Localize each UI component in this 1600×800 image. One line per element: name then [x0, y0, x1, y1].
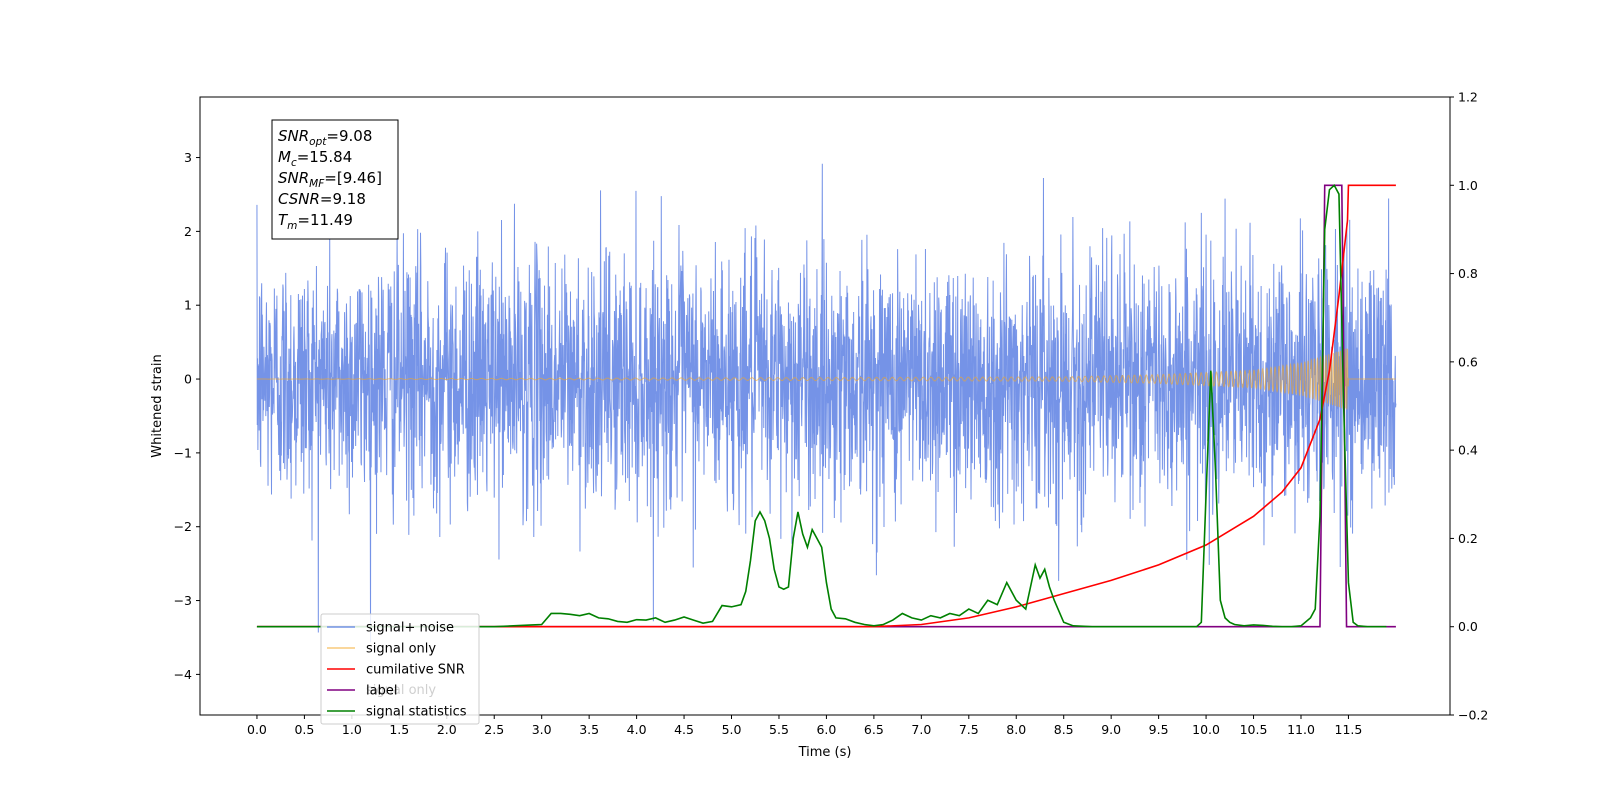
x-tick-label: 10.5	[1240, 722, 1268, 737]
legend-ghost-text: signal only	[366, 683, 436, 698]
x-axis-ticks: 0.0 0.5 1.0 1.5 2.0 2.5 3.0 3.5 4.0 4.5 5.0 5.5 6.0 6…	[247, 715, 1362, 737]
x-axis-label: Time (s)	[798, 745, 852, 760]
info-box-frame	[271, 119, 399, 240]
x-tick-label: 9.5	[1149, 722, 1169, 737]
x-tick-label: 2.0	[437, 722, 457, 737]
series-signal-statistics	[256, 183, 1387, 628]
series-cumulative-snr	[256, 184, 1396, 628]
x-tick-label: 5.5	[769, 722, 789, 737]
x-tick-label: 4.0	[627, 722, 647, 737]
info-box-lines: SNRopt=9.08Mc=15.84SNRMF=[9.46]CSNR=9.18…	[278, 127, 382, 232]
x-tick-label: 7.0	[911, 722, 931, 737]
x-tick-label: 2.5	[484, 722, 504, 737]
x-tick-label: 6.0	[816, 722, 836, 737]
y-axis-right-ticks: −0.2 0.0 0.2 0.4 0.6 0.8 1.0 1.2	[1450, 90, 1488, 723]
x-tick-label: 1.0	[342, 722, 362, 737]
y-right-tick-label: 0.6	[1458, 354, 1478, 369]
y-right-tick-label: 1.0	[1458, 178, 1478, 193]
y-left-tick-label: −2	[174, 519, 192, 534]
y-right-tick-label: 0.0	[1458, 619, 1478, 634]
legend-entry: cumilative SNR	[366, 663, 465, 678]
y-left-tick-label: −1	[174, 445, 192, 460]
info-line: Tm=11.49	[278, 211, 353, 232]
legend-entry: label	[366, 684, 397, 699]
x-tick-label: 6.5	[864, 722, 884, 737]
legend-entry: signal statistics	[366, 705, 467, 720]
x-tick-label: 3.0	[532, 722, 552, 737]
y-right-tick-label: −0.2	[1458, 708, 1488, 723]
series-signal-noise	[256, 163, 1397, 643]
y-right-tick-label: 0.2	[1458, 531, 1478, 546]
info-box: SNRopt=9.08Mc=15.84SNRMF=[9.46]CSNR=9.18…	[271, 119, 399, 240]
x-tick-label: 10.0	[1192, 722, 1220, 737]
info-line: CSNR=9.18	[278, 190, 366, 208]
info-line: Mc=15.84	[278, 148, 352, 169]
x-tick-label: 5.0	[722, 722, 742, 737]
y-axis-left-ticks: −4 −3 −2 −1 0 1 2 3	[174, 150, 200, 682]
x-tick-label: 0.0	[247, 722, 267, 737]
legend-frame	[320, 613, 480, 725]
x-tick-label: 9.0	[1101, 722, 1121, 737]
y-right-tick-label: 1.2	[1458, 90, 1478, 105]
info-line: SNRopt=9.08	[278, 127, 372, 148]
series-signal-only	[256, 348, 1396, 410]
x-tick-label: 8.0	[1006, 722, 1026, 737]
legend-items: signal+ noise signal only cumilative SNR la…	[327, 621, 467, 720]
x-tick-label: 1.5	[389, 722, 409, 737]
legend-entry: signal only	[366, 642, 436, 657]
y-left-tick-label: −4	[174, 667, 192, 682]
x-tick-label: 3.5	[579, 722, 599, 737]
x-tick-label: 11.5	[1335, 722, 1363, 737]
legend: signal only signal+ noise signal only cumi…	[320, 613, 480, 725]
x-tick-label: 11.0	[1287, 722, 1315, 737]
y-right-tick-label: 0.8	[1458, 266, 1478, 281]
y-left-tick-label: 0	[184, 372, 192, 387]
x-tick-label: 8.5	[1054, 722, 1074, 737]
plot-frame	[199, 96, 1451, 716]
y-left-tick-label: 2	[184, 224, 192, 239]
y-left-tick-label: −3	[174, 593, 192, 608]
y-right-tick-label: 0.4	[1458, 443, 1478, 458]
x-tick-label: 4.5	[674, 722, 694, 737]
y-left-tick-label: 3	[184, 150, 192, 165]
x-tick-label: 0.5	[294, 722, 314, 737]
y-left-tick-label: 1	[184, 298, 192, 313]
x-tick-label: 7.5	[959, 722, 979, 737]
legend-entry: signal+ noise	[366, 621, 454, 636]
plot-area	[256, 163, 1397, 643]
info-line: SNRMF=[9.46]	[278, 169, 382, 190]
y-axis-label: Whitened strain	[150, 354, 165, 457]
